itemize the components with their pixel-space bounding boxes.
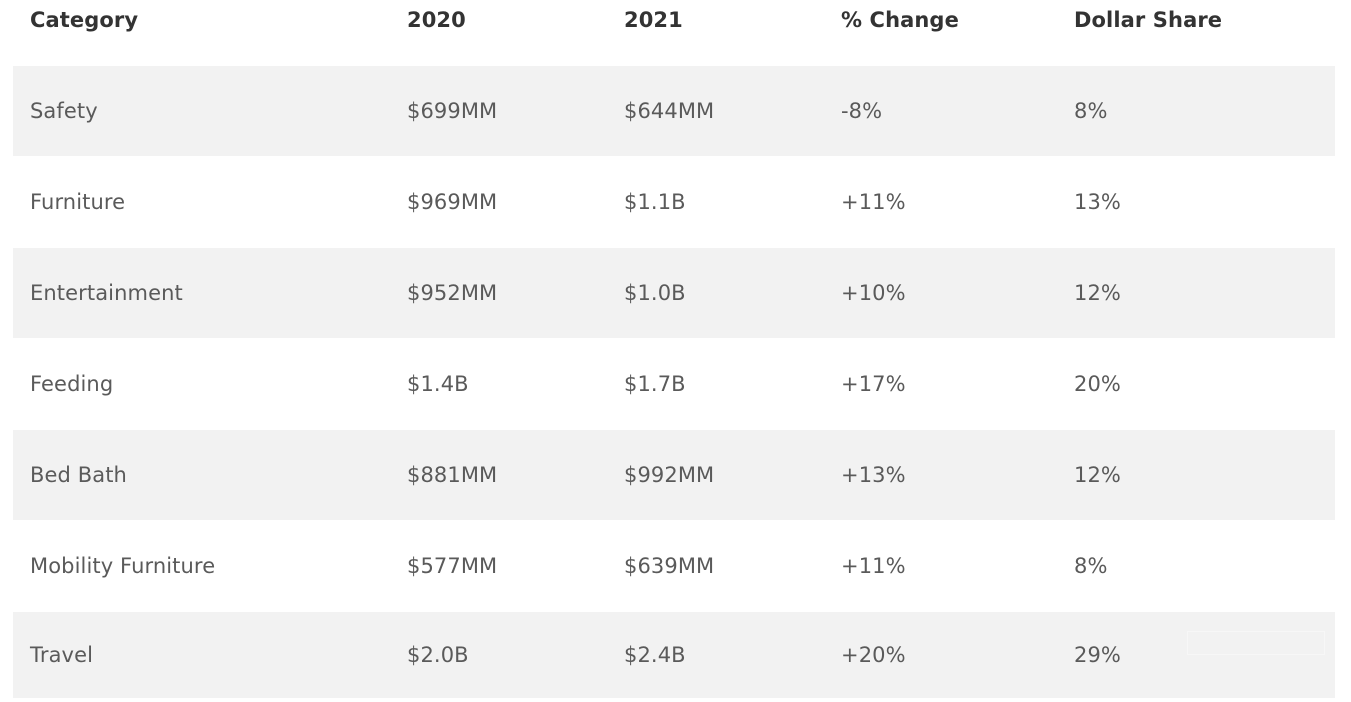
header-dollar-share: Dollar Share: [1074, 8, 1223, 32]
cell-percent-change: +11%: [841, 554, 906, 578]
data-table: Category 2020 2021 % Change Dollar Share…: [13, 0, 1335, 699]
cell-2021: $644MM: [624, 99, 715, 123]
cell-2020: $969MM: [407, 190, 498, 214]
cell-dollar-share: 29%: [1057, 631, 1335, 667]
cell-2020: $2.0B: [407, 643, 469, 667]
header-percent-change: % Change: [841, 8, 959, 32]
cell-2020: $881MM: [407, 463, 498, 487]
cell-percent-change: +20%: [841, 643, 906, 667]
header-category: Category: [30, 8, 139, 32]
cell-2021: $992MM: [624, 463, 715, 487]
cell-category: Bed Bath: [30, 463, 127, 487]
table-row: Bed Bath $881MM $992MM +13% 12%: [13, 430, 1335, 521]
faint-watermark-box: [1187, 631, 1325, 655]
table-row: Feeding $1.4B $1.7B +17% 20%: [13, 339, 1335, 430]
cell-category: Feeding: [30, 372, 114, 396]
cell-percent-change: +11%: [841, 190, 906, 214]
cell-dollar-share: 8%: [1074, 554, 1108, 578]
cell-2021: $2.4B: [624, 643, 686, 667]
table-row: Safety $699MM $644MM -8% 8%: [13, 66, 1335, 157]
cell-percent-change: +10%: [841, 281, 906, 305]
cell-2021: $1.1B: [624, 190, 686, 214]
header-2020: 2020: [407, 8, 466, 32]
cell-dollar-share: 20%: [1074, 372, 1121, 396]
cell-2021: $1.0B: [624, 281, 686, 305]
cell-2021: $1.7B: [624, 372, 686, 396]
cell-percent-change: +13%: [841, 463, 906, 487]
cell-category: Safety: [30, 99, 98, 123]
cell-dollar-share-text: 29%: [1074, 643, 1121, 667]
cell-category: Furniture: [30, 190, 126, 214]
cell-category: Mobility Furniture: [30, 554, 216, 578]
cell-dollar-share: 8%: [1074, 99, 1108, 123]
table-header-row: Category 2020 2021 % Change Dollar Share: [13, 0, 1335, 66]
cell-2020: $577MM: [407, 554, 498, 578]
table-row: Furniture $969MM $1.1B +11% 13%: [13, 157, 1335, 248]
cell-dollar-share: 13%: [1074, 190, 1121, 214]
cell-category: Travel: [30, 643, 94, 667]
cell-2021: $639MM: [624, 554, 715, 578]
table-row: Entertainment $952MM $1.0B +10% 12%: [13, 248, 1335, 339]
table-row: Travel $2.0B $2.4B +20% 29%: [13, 612, 1335, 699]
header-2021: 2021: [624, 8, 683, 32]
cell-2020: $952MM: [407, 281, 498, 305]
cell-category: Entertainment: [30, 281, 183, 305]
cell-percent-change: +17%: [841, 372, 906, 396]
table-row: Mobility Furniture $577MM $639MM +11% 8%: [13, 521, 1335, 612]
cell-2020: $699MM: [407, 99, 498, 123]
cell-dollar-share: 12%: [1074, 463, 1121, 487]
cell-2020: $1.4B: [407, 372, 469, 396]
cell-percent-change: -8%: [841, 99, 883, 123]
cell-dollar-share: 12%: [1074, 281, 1121, 305]
